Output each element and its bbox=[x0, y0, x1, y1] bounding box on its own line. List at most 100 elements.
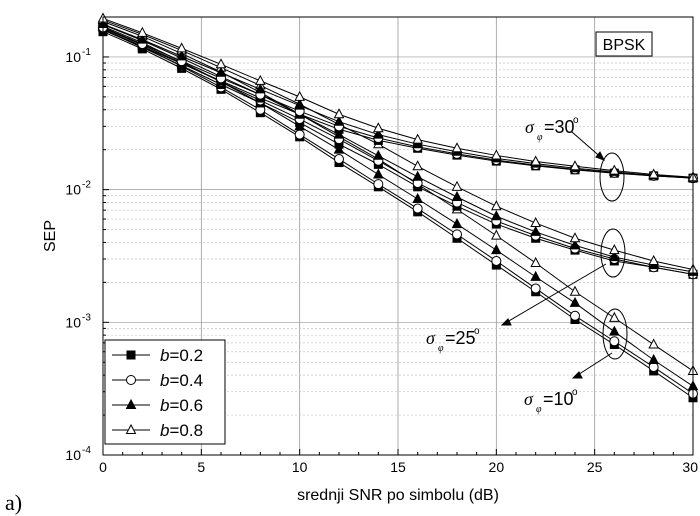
annotation-arrows bbox=[500, 131, 613, 379]
legend-label-value: =0.4 bbox=[169, 371, 203, 390]
legend: b=0.2b=0.4b=0.6b=0.8 bbox=[104, 339, 226, 445]
data-point bbox=[294, 99, 305, 110]
ellipse-sigma-10 bbox=[602, 308, 628, 360]
group-sigma-30 bbox=[97, 12, 699, 184]
data-point bbox=[255, 83, 266, 94]
y-tick-exponent: -1 bbox=[82, 47, 91, 58]
bpsk-label: BPSK bbox=[603, 37, 646, 54]
data-series bbox=[97, 12, 699, 403]
data-point bbox=[609, 164, 620, 175]
data-point bbox=[530, 283, 541, 294]
y-tick-exponent: -2 bbox=[82, 180, 91, 191]
data-point bbox=[451, 180, 463, 191]
data-point bbox=[215, 66, 227, 77]
y-tick-base: 10 bbox=[65, 49, 81, 65]
legend-label-prefix: b bbox=[160, 346, 169, 365]
data-point bbox=[491, 210, 502, 221]
data-point bbox=[176, 50, 187, 61]
legend-entry: b=0.2 bbox=[112, 346, 203, 365]
legend-marker bbox=[125, 423, 137, 434]
y-axis-label: SEP bbox=[42, 220, 59, 252]
data-point bbox=[412, 133, 423, 144]
arrow-sigma-25 bbox=[501, 263, 607, 326]
x-tick-label: 20 bbox=[489, 459, 505, 475]
data-point bbox=[176, 42, 187, 53]
data-point bbox=[373, 149, 384, 160]
y-tick-label: 10 bbox=[65, 49, 81, 65]
data-point bbox=[412, 170, 423, 181]
data-point bbox=[412, 203, 423, 214]
y-tick-base: 10 bbox=[65, 447, 81, 463]
data-point bbox=[609, 325, 620, 336]
data-point bbox=[569, 296, 581, 307]
arrowhead-10 bbox=[571, 371, 583, 379]
data-point bbox=[569, 285, 581, 296]
legend-marker bbox=[126, 350, 136, 360]
y-tick-label: 10 bbox=[65, 182, 81, 198]
y-tick-label: 10 bbox=[65, 314, 81, 330]
data-point bbox=[648, 338, 659, 349]
data-point bbox=[530, 270, 541, 281]
legend-label: b=0.6 bbox=[160, 396, 203, 415]
data-point bbox=[373, 168, 384, 179]
sigma-value: =10 bbox=[543, 389, 574, 409]
data-point bbox=[451, 190, 463, 201]
data-point bbox=[648, 353, 659, 364]
data-point bbox=[491, 229, 502, 240]
series-sigma30-b08 bbox=[97, 12, 699, 182]
sigma-value: =30 bbox=[544, 117, 575, 137]
x-tick-label: 15 bbox=[390, 459, 406, 475]
series-line bbox=[102, 17, 694, 178]
series-line bbox=[102, 29, 694, 395]
data-point bbox=[334, 154, 344, 165]
y-tick-label: 10 bbox=[65, 447, 81, 463]
legend-entry: b=0.6 bbox=[112, 396, 203, 415]
series-line bbox=[102, 26, 694, 179]
phi-subscript: φ bbox=[537, 132, 543, 143]
data-point bbox=[294, 129, 305, 140]
series-line bbox=[102, 19, 694, 271]
legend-label-prefix: b bbox=[160, 421, 169, 440]
arrowhead-30 bbox=[595, 151, 606, 161]
x-tick-label: 25 bbox=[587, 459, 603, 475]
data-point bbox=[452, 229, 462, 240]
data-point bbox=[609, 251, 620, 262]
annotation-sigma-25: σ φ =25 o bbox=[426, 326, 480, 354]
legend-label-value: =0.2 bbox=[169, 346, 203, 365]
figure-label: a) bbox=[5, 490, 22, 515]
data-point bbox=[215, 58, 227, 69]
data-point bbox=[491, 255, 502, 266]
ellipse-sigma-30 bbox=[599, 152, 625, 202]
sigma-symbol: σ bbox=[426, 328, 436, 348]
bpsk-box: BPSK bbox=[595, 31, 653, 57]
data-point bbox=[333, 143, 345, 154]
data-point bbox=[137, 26, 148, 37]
data-point bbox=[609, 311, 620, 322]
y-tick-base: 10 bbox=[65, 314, 81, 330]
legend-marker bbox=[126, 375, 136, 385]
data-point bbox=[530, 216, 541, 228]
sigma-symbol: σ bbox=[525, 117, 535, 137]
degree-mark: o bbox=[572, 387, 578, 398]
data-point bbox=[451, 142, 463, 153]
data-point bbox=[491, 149, 502, 160]
sigma-value: =25 bbox=[445, 328, 476, 348]
legend-label: b=0.8 bbox=[160, 421, 203, 440]
data-point bbox=[609, 336, 620, 347]
data-point bbox=[530, 256, 541, 267]
series-line bbox=[102, 31, 694, 399]
y-tick-base: 10 bbox=[65, 182, 81, 198]
legend-label: b=0.4 bbox=[160, 371, 203, 390]
data-point bbox=[530, 155, 541, 166]
ellipse-sigma-25 bbox=[600, 228, 626, 278]
data-point bbox=[491, 200, 502, 211]
data-point bbox=[373, 179, 384, 190]
legend-label-prefix: b bbox=[160, 371, 169, 390]
data-point bbox=[294, 90, 305, 101]
legend-label-value: =0.6 bbox=[169, 396, 203, 415]
legend-entry: b=0.4 bbox=[112, 371, 203, 390]
group-sigma-25 bbox=[97, 13, 699, 280]
annotation-ellipses bbox=[599, 152, 628, 360]
legend-label-value: =0.8 bbox=[169, 421, 203, 440]
